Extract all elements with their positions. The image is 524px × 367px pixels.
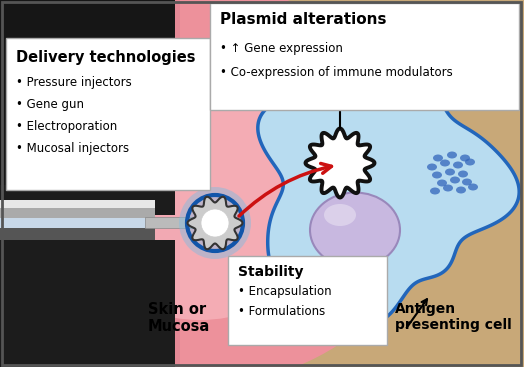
- Text: • Formulations: • Formulations: [238, 305, 325, 318]
- Ellipse shape: [447, 152, 457, 159]
- Polygon shape: [145, 217, 200, 228]
- Polygon shape: [0, 200, 155, 208]
- Polygon shape: [0, 0, 175, 185]
- Polygon shape: [180, 0, 524, 367]
- Ellipse shape: [468, 184, 478, 190]
- Ellipse shape: [445, 168, 455, 175]
- FancyBboxPatch shape: [228, 256, 387, 345]
- Ellipse shape: [432, 171, 442, 178]
- Ellipse shape: [465, 159, 475, 166]
- FancyBboxPatch shape: [6, 38, 210, 190]
- Polygon shape: [0, 218, 155, 228]
- Text: • ↑ Gene expression: • ↑ Gene expression: [220, 42, 343, 55]
- Ellipse shape: [324, 204, 356, 226]
- Ellipse shape: [458, 171, 468, 178]
- Ellipse shape: [462, 178, 472, 185]
- Ellipse shape: [443, 185, 453, 192]
- FancyBboxPatch shape: [210, 3, 519, 110]
- Text: • Co-expression of immune modulators: • Co-expression of immune modulators: [220, 66, 453, 79]
- Ellipse shape: [450, 177, 460, 184]
- Text: Delivery technologies: Delivery technologies: [16, 50, 195, 65]
- Text: • Mucosal injectors: • Mucosal injectors: [16, 142, 129, 155]
- Text: • Gene gun: • Gene gun: [16, 98, 84, 111]
- Ellipse shape: [440, 160, 450, 167]
- Polygon shape: [258, 65, 519, 323]
- Text: • Pressure injectors: • Pressure injectors: [16, 76, 132, 89]
- Ellipse shape: [60, 60, 340, 320]
- Ellipse shape: [430, 188, 440, 195]
- Ellipse shape: [205, 214, 215, 222]
- Polygon shape: [0, 200, 155, 240]
- Ellipse shape: [433, 155, 443, 161]
- Ellipse shape: [179, 187, 251, 259]
- Ellipse shape: [437, 179, 447, 186]
- Text: Antigen
presenting cell: Antigen presenting cell: [395, 302, 512, 332]
- Text: Stability: Stability: [238, 265, 303, 279]
- Text: Plasmid alterations: Plasmid alterations: [220, 12, 387, 27]
- Text: Skin or
Mucosa: Skin or Mucosa: [148, 302, 210, 334]
- Polygon shape: [0, 185, 175, 215]
- Polygon shape: [305, 128, 375, 197]
- Polygon shape: [0, 240, 175, 367]
- Ellipse shape: [427, 164, 437, 171]
- Text: • Electroporation: • Electroporation: [16, 120, 117, 133]
- Text: • Encapsulation: • Encapsulation: [238, 285, 332, 298]
- Ellipse shape: [310, 193, 400, 268]
- Ellipse shape: [456, 186, 466, 193]
- Ellipse shape: [453, 161, 463, 168]
- Ellipse shape: [201, 209, 229, 237]
- Polygon shape: [188, 197, 243, 249]
- Ellipse shape: [460, 155, 470, 161]
- Ellipse shape: [0, 0, 430, 367]
- Polygon shape: [0, 208, 155, 218]
